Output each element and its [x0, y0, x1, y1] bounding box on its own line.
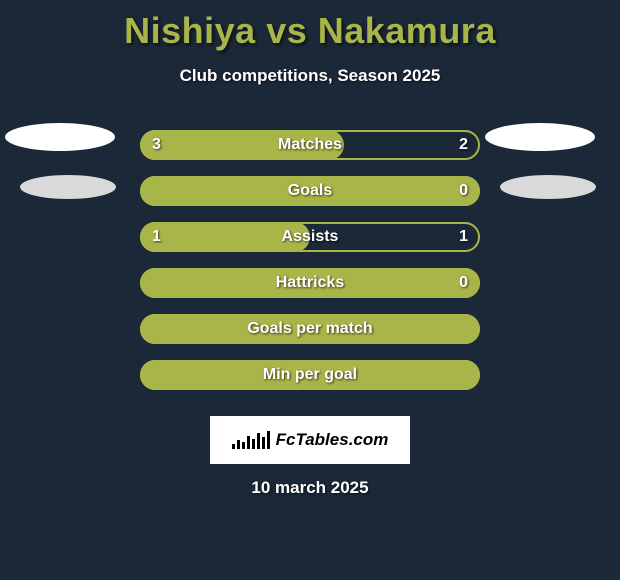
value-right	[456, 314, 480, 344]
logo-text: FcTables.com	[276, 430, 389, 450]
value-left: 1	[140, 222, 173, 252]
value-right	[456, 360, 480, 390]
logo-bars-icon	[232, 431, 270, 449]
bar-outline	[140, 360, 480, 390]
stat-row: Min per goal	[0, 352, 620, 398]
stat-bar: 32Matches	[140, 130, 480, 160]
stats-container: 32Matches0Goals11Assists0HattricksGoals …	[0, 122, 620, 398]
value-left	[140, 176, 164, 206]
value-left: 3	[140, 130, 173, 160]
stat-bar: 0Goals	[140, 176, 480, 206]
side-ellipse	[20, 175, 116, 199]
stat-bar: 11Assists	[140, 222, 480, 252]
page-subtitle: Club competitions, Season 2025	[0, 66, 620, 86]
stat-row: 11Assists	[0, 214, 620, 260]
value-right: 0	[447, 176, 480, 206]
value-right: 2	[447, 130, 480, 160]
source-logo: FcTables.com	[210, 416, 410, 464]
bar-outline	[140, 314, 480, 344]
side-ellipse	[5, 123, 115, 151]
value-right: 1	[447, 222, 480, 252]
bar-outline	[140, 268, 480, 298]
bar-outline	[140, 222, 480, 252]
stat-bar: Goals per match	[140, 314, 480, 344]
stat-bar: 0Hattricks	[140, 268, 480, 298]
side-ellipse	[500, 175, 596, 199]
footer-date: 10 march 2025	[0, 478, 620, 498]
value-left	[140, 268, 164, 298]
bar-outline	[140, 176, 480, 206]
stat-bar: Min per goal	[140, 360, 480, 390]
stat-row: 0Hattricks	[0, 260, 620, 306]
value-left	[140, 360, 164, 390]
value-left	[140, 314, 164, 344]
value-right: 0	[447, 268, 480, 298]
side-ellipse	[485, 123, 595, 151]
page-title: Nishiya vs Nakamura	[0, 0, 620, 52]
stat-row: Goals per match	[0, 306, 620, 352]
bar-outline	[140, 130, 480, 160]
